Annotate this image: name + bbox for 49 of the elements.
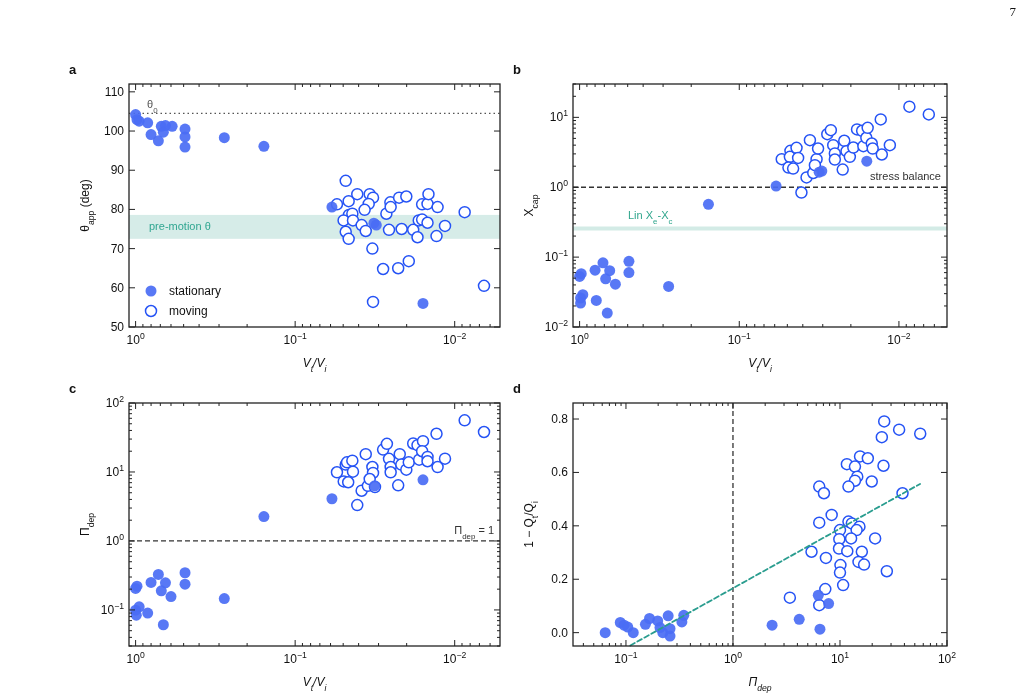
x-tick-label: 10$^{0}$ [723, 650, 743, 666]
y-tick-label: 70 [110, 241, 125, 256]
y-tick-label: 10$^{−1}$ [100, 600, 125, 617]
y-tick-label: 0.0 [551, 625, 569, 640]
y-tick-label: 0.2 [551, 572, 569, 587]
ref-line-label: θ$_{0}$ [147, 98, 159, 115]
y-tick-label: 60 [110, 280, 125, 295]
ref-line-label: stress balance [870, 170, 941, 183]
y-tick-label: 0.4 [551, 518, 569, 533]
ref-line-label: Π$_{dep}$ = 1 [454, 523, 494, 541]
x-tick-label: 10$^{1}$ [830, 650, 850, 666]
x-tick-label: 10$^{−1}$ [727, 331, 752, 347]
chart-title: c [69, 381, 77, 396]
x-tick-label: 10$^{−1}$ [283, 331, 307, 347]
y-tick-label: 10$^{1}$ [549, 108, 569, 125]
x-axis-title: Π$_{dep}$ [748, 675, 772, 693]
band-label: pre-motion θ [149, 219, 211, 232]
x-tick-label: 10$^{2}$ [937, 650, 957, 666]
y-tick-label: 110 [104, 84, 125, 99]
x-tick-label: 10$^{−2}$ [443, 331, 467, 347]
y-tick-label: 50 [110, 320, 125, 334]
x-tick-label: 10$^{0}$ [126, 650, 145, 666]
legend-label: moving [169, 304, 208, 318]
chart-title: d [513, 381, 521, 396]
legend-label: stationary [169, 284, 222, 298]
x-axis-title: V$_{t}$/V$_{i}$ [302, 675, 328, 693]
chart-title: a [69, 62, 77, 77]
y-tick-label: 100 [103, 124, 125, 139]
x-axis-title: V$_{t}$/V$_{i}$ [748, 356, 773, 374]
y-tick-label: 10$^{0}$ [549, 178, 569, 195]
x-tick-label: 10$^{0}$ [126, 331, 145, 347]
chart-title: b [513, 62, 521, 77]
x-tick-label: 10$^{−1}$ [283, 650, 307, 666]
y-tick-label: 10$^{0}$ [105, 531, 125, 548]
y-tick-label: 0.8 [551, 412, 569, 427]
y-tick-label: 10$^{−1}$ [544, 248, 569, 265]
y-tick-label: 80 [110, 202, 125, 217]
y-tick-label: 10$^{1}$ [105, 462, 125, 479]
x-tick-label: 10$^{−2}$ [443, 650, 467, 666]
x-tick-label: 10$^{−2}$ [887, 331, 911, 347]
y-tick-label: 10$^{−2}$ [544, 318, 569, 334]
y-tick-label: 0.6 [551, 465, 569, 480]
x-tick-label: 10$^{−1}$ [614, 650, 638, 666]
y-tick-label: 10$^{2}$ [105, 394, 125, 410]
ref-line-label: Lin X$_{e}$-X$_{c}$ [628, 208, 673, 226]
x-tick-label: 10$^{0}$ [570, 331, 589, 347]
text: 7 [1009, 4, 1017, 19]
y-tick-label: 90 [110, 163, 125, 178]
x-axis-title: V$_{t}$/V$_{i}$ [302, 356, 328, 374]
